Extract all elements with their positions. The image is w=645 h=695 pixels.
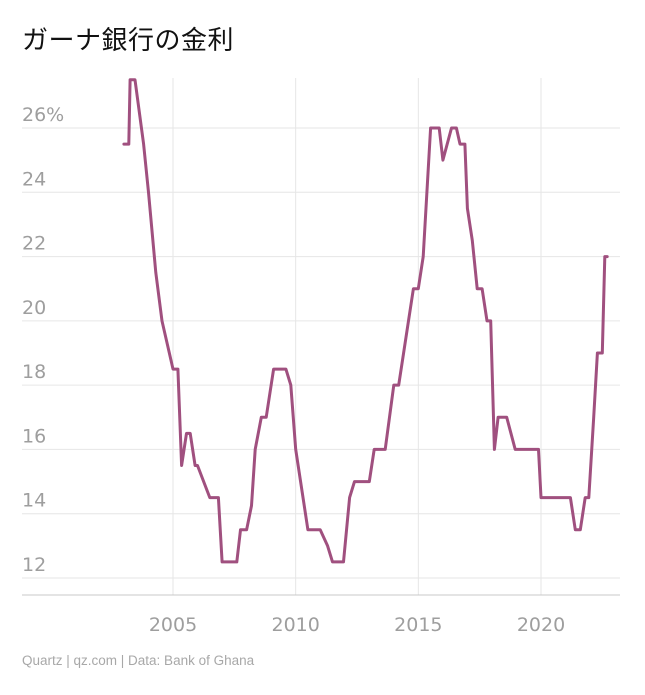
x-tick-label: 2020 [517,614,565,636]
series-line [122,78,609,564]
y-tick-label: 16 [22,425,46,447]
y-tick-label: 14 [22,490,46,512]
y-tick-label: 26% [22,104,64,126]
y-tick-label: 22 [22,233,46,255]
source-footer: Quartz | qz.com | Data: Bank of Ghana [22,653,255,668]
x-tick-label: 2005 [149,614,197,636]
y-tick-label: 20 [22,297,46,319]
x-tick-label: 2010 [271,614,319,636]
chart-title: ガーナ銀行の金利 [22,26,235,56]
x-gridlines [172,78,542,595]
y-gridlines [22,127,620,579]
y-tick-label: 12 [22,554,46,576]
x-tick-labels: 2005 2010 2015 2020 [149,614,565,636]
y-tick-labels: 12 14 16 18 20 22 24 26% [22,104,64,576]
y-tick-label: 18 [22,361,46,383]
series-layer [122,78,609,564]
y-tick-label: 24 [22,168,46,190]
x-tick-label: 2015 [394,614,442,636]
